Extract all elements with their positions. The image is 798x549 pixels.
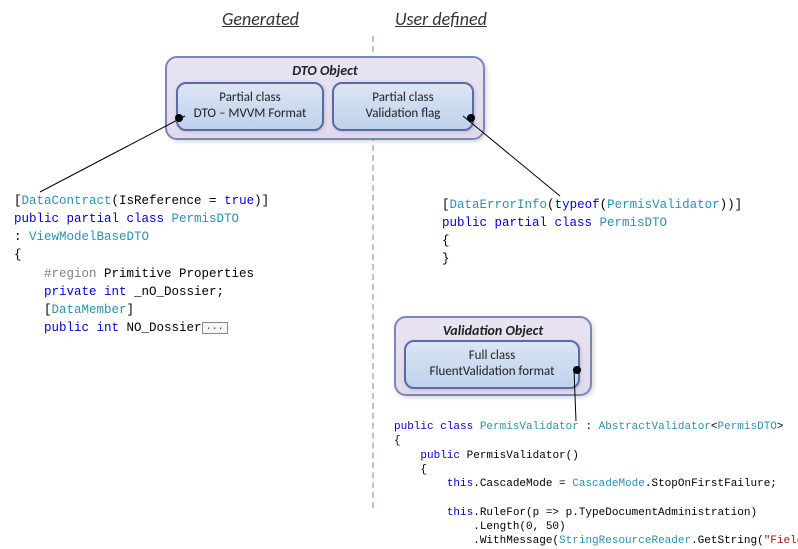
header-user-defined: User defined <box>395 8 487 30</box>
chip-full-class-fluent: Full class FluentValidation format <box>404 340 580 389</box>
chip-line: Full class <box>416 348 568 364</box>
code-block-validator: public class PermisValidator : AbstractV… <box>394 420 798 549</box>
collapse-icon: ... <box>202 322 228 334</box>
chip-partial-class-dto: Partial class DTO – MVVM Format <box>176 82 324 131</box>
chip-line: DTO – MVVM Format <box>188 106 312 122</box>
dto-box-title: DTO Object <box>167 58 483 81</box>
chip-line: FluentValidation format <box>416 364 568 380</box>
chip-line: Validation flag <box>344 106 462 122</box>
chip-line: Partial class <box>344 90 462 106</box>
header-generated: Generated <box>222 8 299 30</box>
connector-dot <box>175 114 183 122</box>
code-block-user-defined: [DataErrorInfo(typeof(PermisValidator))]… <box>442 196 742 269</box>
connector-dot <box>467 114 475 122</box>
chip-partial-class-validation: Partial class Validation flag <box>332 82 474 131</box>
chip-line: Partial class <box>188 90 312 106</box>
connector-dot <box>573 366 581 374</box>
code-block-generated: [DataContract(IsReference = true)] publi… <box>14 192 269 337</box>
validation-box-title: Validation Object <box>396 318 590 341</box>
